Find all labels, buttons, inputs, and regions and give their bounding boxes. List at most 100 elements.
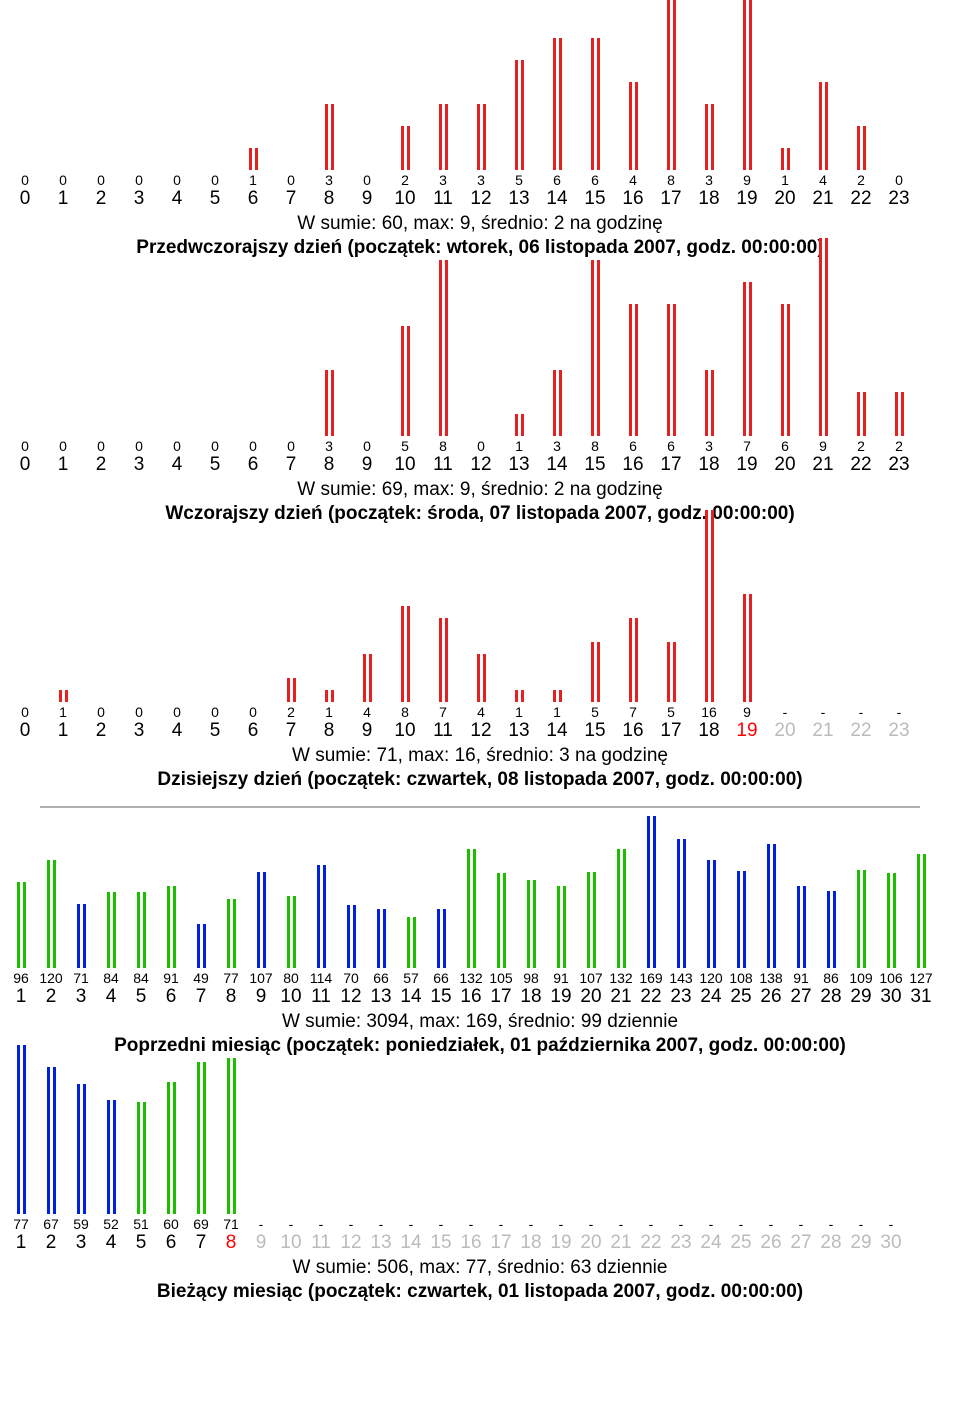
hour-label: 0: [20, 720, 31, 742]
value-label: -: [859, 704, 864, 720]
chart-column: 5714: [396, 917, 426, 1008]
bar: [553, 690, 562, 702]
hour-label: 3: [134, 720, 145, 742]
hour-label: 18: [698, 720, 719, 742]
value-label: 66: [373, 970, 389, 986]
hour-label: 1: [58, 188, 69, 210]
hour-label: 20: [774, 188, 795, 210]
value-label: 107: [579, 970, 602, 986]
value-label: 4: [363, 704, 371, 720]
bar: [439, 104, 448, 170]
chart-column: 711: [424, 618, 462, 742]
bar: [439, 618, 448, 702]
day-label: 17: [490, 1232, 511, 1254]
chart-column: 113: [500, 414, 538, 476]
value-label: 3: [439, 172, 447, 188]
bar: [197, 1062, 206, 1214]
value-label: 7: [439, 704, 447, 720]
day-label: 12: [340, 986, 361, 1008]
value-label: -: [679, 1216, 684, 1232]
bar: [401, 326, 410, 436]
chart-column: 778: [216, 899, 246, 1008]
value-label: -: [529, 1216, 534, 1232]
bar-area: 9611202713844845916497778107980101141170…: [0, 818, 960, 1008]
hour-label: 19: [736, 720, 757, 742]
bar: [587, 872, 596, 968]
value-label: -: [409, 1216, 414, 1232]
value-label: 59: [73, 1216, 89, 1232]
chart-column: -22: [636, 1214, 666, 1254]
chart-column: -20: [576, 1214, 606, 1254]
value-label: 98: [523, 970, 539, 986]
hour-label: 0: [20, 454, 31, 476]
value-label: 106: [879, 970, 902, 986]
value-label: -: [889, 1216, 894, 1232]
hour-label: 16: [622, 454, 643, 476]
bar: [527, 880, 536, 968]
day-label: 7: [196, 986, 207, 1008]
chart-column: 05: [196, 702, 234, 742]
value-label: 143: [669, 970, 692, 986]
bar: [347, 905, 356, 968]
value-label: 138: [759, 970, 782, 986]
value-label: 5: [591, 704, 599, 720]
value-label: 3: [477, 172, 485, 188]
chart-column: -9: [246, 1214, 276, 1254]
bar: [743, 594, 752, 702]
day-label: 26: [760, 1232, 781, 1254]
day-label: 27: [790, 986, 811, 1008]
chart-column: 606: [156, 1082, 186, 1254]
day-label: 2: [46, 986, 57, 1008]
value-label: 105: [489, 970, 512, 986]
chart-column: -27: [786, 1214, 816, 1254]
hour-label: 3: [134, 454, 145, 476]
chart-column: -29: [846, 1214, 876, 1254]
value-label: 77: [13, 1216, 29, 1232]
chart-column: 02: [82, 170, 120, 210]
hour-label: 1: [58, 720, 69, 742]
value-label: -: [739, 1216, 744, 1232]
bar: [737, 871, 746, 968]
value-label: 4: [819, 172, 827, 188]
bar: [743, 282, 752, 436]
bar: [363, 654, 372, 702]
bar: [257, 872, 266, 968]
hour-label: 22: [850, 188, 871, 210]
day-label: 13: [370, 1232, 391, 1254]
chart-column: 421: [804, 82, 842, 210]
chart-column: 14323: [666, 839, 696, 1008]
bar: [437, 909, 446, 968]
chart-column: 02: [82, 702, 120, 742]
chart-column: 10825: [726, 871, 756, 1008]
chart-column: 18: [310, 690, 348, 742]
chart-column: 222: [842, 126, 880, 210]
chart-column: 815: [576, 260, 614, 476]
value-label: 2: [857, 172, 865, 188]
value-label: 5: [401, 438, 409, 454]
hour-label: 20: [774, 720, 795, 742]
hour-label: 5: [210, 188, 221, 210]
value-label: -: [439, 1216, 444, 1232]
chart-summary: W sumie: 69, max: 9, średnio: 2 na godzi…: [0, 476, 960, 502]
hour-label: 9: [362, 454, 373, 476]
value-label: 51: [133, 1216, 149, 1232]
hour-label: 19: [736, 188, 757, 210]
chart-column: 810: [386, 606, 424, 742]
chart-column: 513: [500, 60, 538, 210]
value-label: 1: [781, 172, 789, 188]
value-label: 91: [793, 970, 809, 986]
value-label: 5: [515, 172, 523, 188]
value-label: 84: [133, 970, 149, 986]
day-label: 11: [311, 986, 331, 1008]
value-label: 4: [629, 172, 637, 188]
day-label: 3: [76, 1232, 87, 1254]
bar: [477, 104, 486, 170]
bar: [137, 892, 146, 968]
chart-column: -16: [456, 1214, 486, 1254]
value-label: 84: [103, 970, 119, 986]
chart-column: 719: [728, 282, 766, 476]
bar: [17, 1045, 26, 1214]
hour-label: 12: [470, 188, 491, 210]
value-label: 3: [553, 438, 561, 454]
bar: [325, 690, 334, 702]
